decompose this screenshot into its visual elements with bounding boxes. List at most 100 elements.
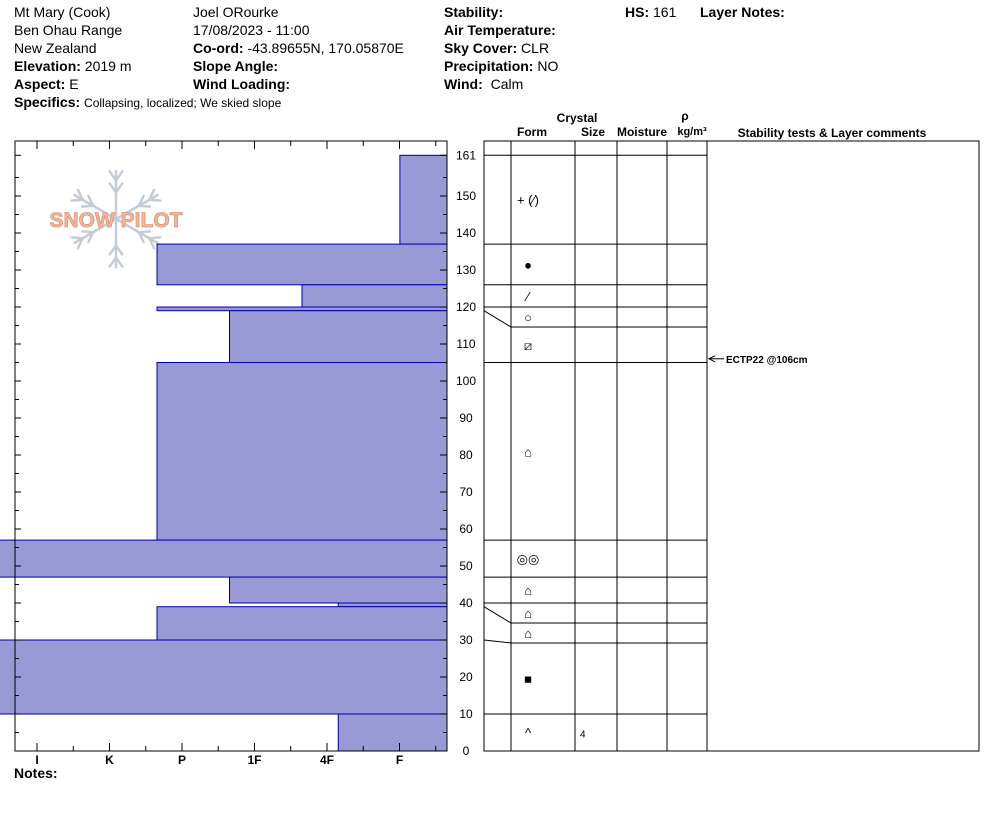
crystal-form-4: ⧄: [524, 338, 532, 353]
logo-text: SNOW PILOT: [50, 209, 183, 232]
height-label-161: 161: [456, 148, 476, 162]
wind-loading-label: Wind Loading:: [193, 76, 291, 92]
height-label-150: 150: [456, 189, 476, 203]
hardness-bar-5: [156, 362, 448, 541]
height-label-130: 130: [456, 263, 476, 277]
hardness-bar-8: [337, 602, 448, 608]
height-label-0: 0: [463, 744, 470, 758]
crystal-form-6: ◎◎: [517, 552, 540, 567]
crystal-header: Crystal: [557, 111, 598, 125]
crystal-form-7: ⌂: [524, 583, 532, 598]
crystal-form-11: ^: [525, 726, 532, 741]
hardness-label-1: K: [105, 753, 114, 767]
height-label-120: 120: [456, 300, 476, 314]
size-header: Size: [581, 125, 605, 139]
height-label-10: 10: [459, 707, 473, 721]
crystal-form-10: ■: [524, 672, 532, 687]
aspect-label: Aspect:: [14, 76, 66, 92]
observer-name: Joel ORourke: [193, 4, 279, 20]
hardness-frame: [14, 140, 448, 752]
moisture-header: Moisture: [617, 125, 667, 139]
stability-header: Stability tests & Layer comments: [738, 126, 927, 140]
layer-boundary-10: [483, 639, 707, 644]
notes-label: Notes:: [14, 765, 58, 781]
height-label-90: 90: [459, 411, 473, 425]
snowflake-icon: [70, 169, 162, 269]
density-rho-header: ρ: [681, 109, 688, 123]
sky-cover-row: Sky Cover: CLR: [444, 39, 549, 57]
aspect-row: Aspect: E: [14, 75, 79, 93]
height-label-40: 40: [459, 596, 473, 610]
air-temperature-label: Air Temperature:: [444, 22, 556, 38]
sky-cover-value: CLR: [521, 40, 550, 56]
height-label-20: 20: [459, 670, 473, 684]
hardness-bar-3: [156, 306, 448, 312]
country-name: New Zealand: [14, 40, 97, 56]
hardness-axis: I K P 1F 4F F: [35, 141, 437, 767]
test-label-0: ECTP22 @106cm: [726, 355, 808, 366]
hardness-bar-1: [156, 243, 448, 286]
density-unit-header: kg/m³: [677, 126, 707, 138]
crystal-form-0: + (⁄): [517, 193, 539, 208]
precipitation-row: Precipitation: NO: [444, 57, 558, 75]
hardness-bar-10: [0, 639, 448, 715]
layer-notes-label: Layer Notes:: [700, 4, 785, 20]
crystal-size-11: 4: [580, 730, 586, 741]
elevation-value: 2019 m: [84, 58, 132, 74]
aspect-value: E: [69, 76, 79, 92]
hardness-label-4: 4F: [320, 753, 334, 767]
chart-frames: [14, 140, 980, 752]
form-header: Form: [517, 125, 547, 139]
specifics-value: Collapsing, localized; We skied slope: [84, 96, 282, 110]
sky-cover-label: Sky Cover:: [444, 40, 518, 56]
hardness-bars: [0, 154, 448, 752]
hs-label: HS:: [625, 4, 650, 20]
hs-row: HS: 161: [625, 3, 676, 21]
specifics-row: Specifics: Collapsing, localized; We ski…: [14, 93, 281, 112]
layer-table-frame: [483, 140, 980, 752]
hardness-label-3: 1F: [247, 753, 261, 767]
layer-boundary-9: [483, 606, 707, 624]
coord-label: Co-ord:: [193, 40, 244, 56]
height-label-50: 50: [459, 559, 473, 573]
snowpilot-logo: SNOW PILOT: [49, 169, 183, 269]
height-label-110: 110: [456, 337, 475, 351]
wind-label: Wind:: [444, 76, 483, 92]
height-label-140: 140: [456, 226, 476, 240]
hardness-bar-7: [229, 576, 448, 604]
wind-value: Calm: [490, 76, 524, 92]
crystal-form-2: ⁄: [524, 289, 531, 304]
elevation-label: Elevation:: [14, 58, 81, 74]
hardness-label-2: P: [178, 753, 186, 767]
height-label-60: 60: [459, 522, 473, 536]
layer-rows: + (⁄) ● ⁄ ○ ⧄ ⌂ ◎◎ ⌂ ⌂ ⌂ ■ ^ 4: [483, 154, 707, 741]
height-label-70: 70: [459, 485, 473, 499]
height-axis: 0 10 20 30 40 50 60 70 80 90 100 110 120 130 140 150 161: [15, 148, 476, 758]
range-name: Ben Ohau Range: [14, 22, 123, 38]
height-label-100: 100: [456, 374, 476, 388]
hardness-bar-6: [0, 539, 448, 578]
height-label-30: 30: [459, 633, 473, 647]
hs-value: 161: [653, 4, 677, 20]
hardness-label-0: I: [35, 753, 38, 767]
hardness-bar-9: [156, 606, 448, 641]
elevation-row: Elevation: 2019 m: [14, 57, 132, 75]
crystal-form-8: ⌂: [524, 606, 532, 621]
location-name: Mt Mary (Cook): [14, 4, 111, 20]
hardness-bar-2: [301, 284, 448, 308]
observation-datetime: 17/08/2023 - 11:00: [193, 22, 310, 38]
crystal-form-9: ⌂: [524, 626, 532, 641]
hardness-bar-11: [337, 713, 448, 752]
height-label-80: 80: [459, 448, 473, 462]
slope-angle-label: Slope Angle:: [193, 58, 279, 74]
crystal-form-1: ●: [524, 257, 532, 272]
hardness-bar-4: [229, 310, 448, 364]
hardness-bar-0: [399, 154, 448, 245]
crystal-form-3: ○: [524, 310, 532, 325]
hardness-label-5: F: [396, 753, 403, 767]
coord-row: Co-ord: -43.89655N, 170.05870E: [193, 39, 404, 57]
specifics-label: Specifics:: [14, 94, 81, 110]
crystal-form-5: ⌂: [524, 444, 532, 459]
wind-row: Wind: Calm: [444, 75, 523, 93]
layer-boundary-4: [483, 310, 707, 328]
